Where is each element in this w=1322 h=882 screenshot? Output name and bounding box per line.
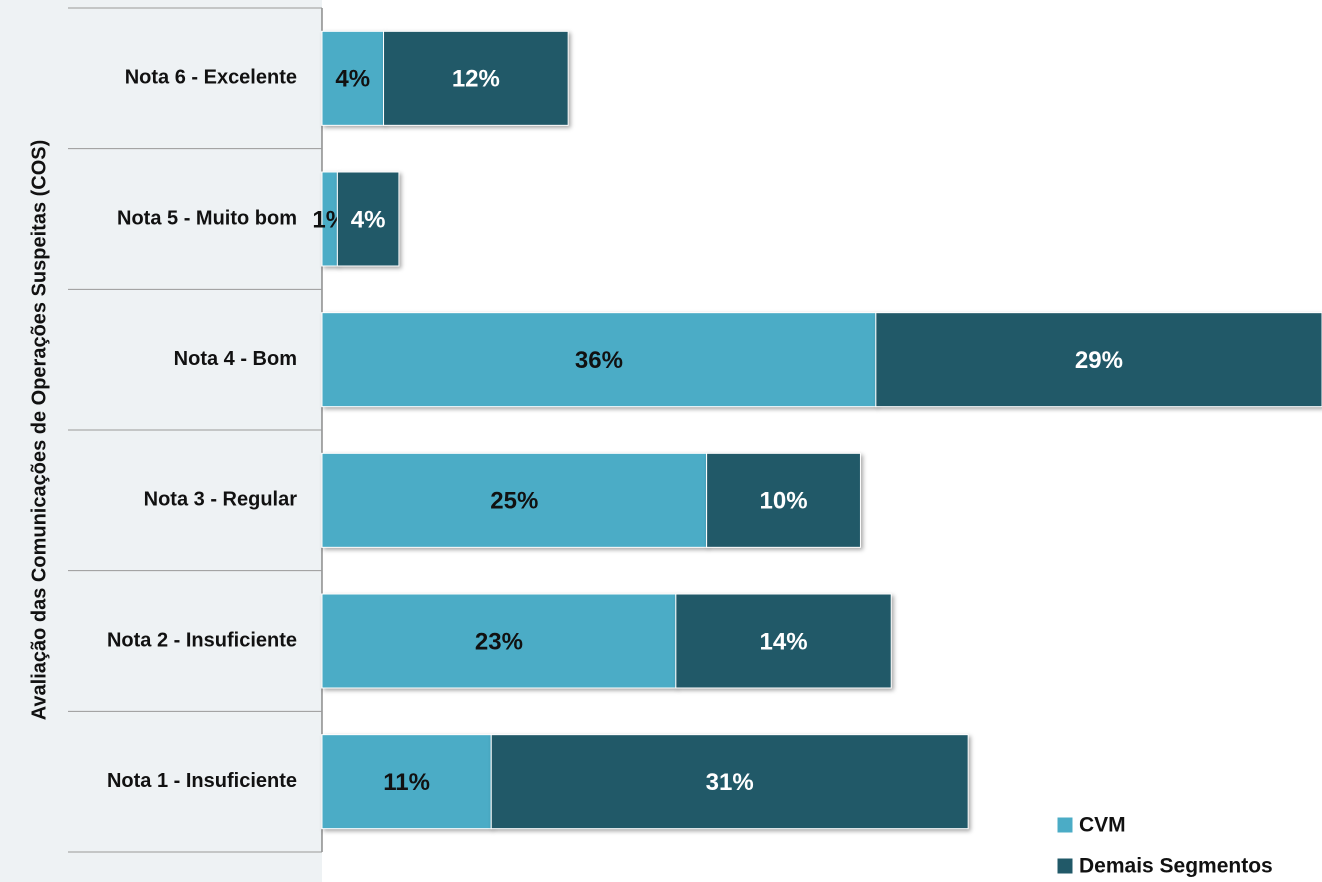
bar	[321, 312, 877, 408]
bar	[321, 452, 708, 548]
value-label: 4%	[351, 206, 386, 233]
bar	[321, 734, 492, 830]
y-axis-title: Avaliação das Comunicações de Operações …	[28, 140, 50, 721]
value-label: 36%	[575, 347, 623, 374]
y-tick-label: Nota 3 - Regular	[144, 489, 298, 511]
bar	[875, 312, 1322, 408]
value-label: 11%	[383, 769, 430, 796]
value-label: 4%	[335, 66, 370, 93]
y-tick-label: Nota 2 - Insuficiente	[107, 629, 297, 651]
bar	[336, 171, 400, 267]
bar	[706, 452, 861, 548]
legend-swatch	[1056, 816, 1074, 834]
y-tick-label: Nota 1 - Insuficiente	[107, 770, 297, 792]
bar	[321, 593, 677, 689]
value-label: 25%	[490, 488, 538, 515]
bar	[675, 593, 892, 689]
value-label: 29%	[1075, 347, 1123, 374]
value-label: 12%	[452, 66, 500, 93]
legend-swatch	[1056, 857, 1074, 875]
bar	[383, 30, 569, 126]
value-label: 23%	[475, 628, 523, 655]
legend-label: CVM	[1079, 814, 1126, 837]
value-label: 10%	[760, 488, 808, 515]
legend-label: Demais Segmentos	[1079, 855, 1273, 878]
value-label: 31%	[706, 769, 754, 796]
category-panel	[0, 0, 322, 882]
value-label: 14%	[760, 628, 808, 655]
bar	[490, 734, 969, 830]
y-tick-label: Nota 5 - Muito bom	[117, 207, 297, 229]
y-tick-label: Nota 4 - Bom	[174, 348, 297, 370]
y-tick-label: Nota 6 - Excelente	[125, 67, 297, 89]
